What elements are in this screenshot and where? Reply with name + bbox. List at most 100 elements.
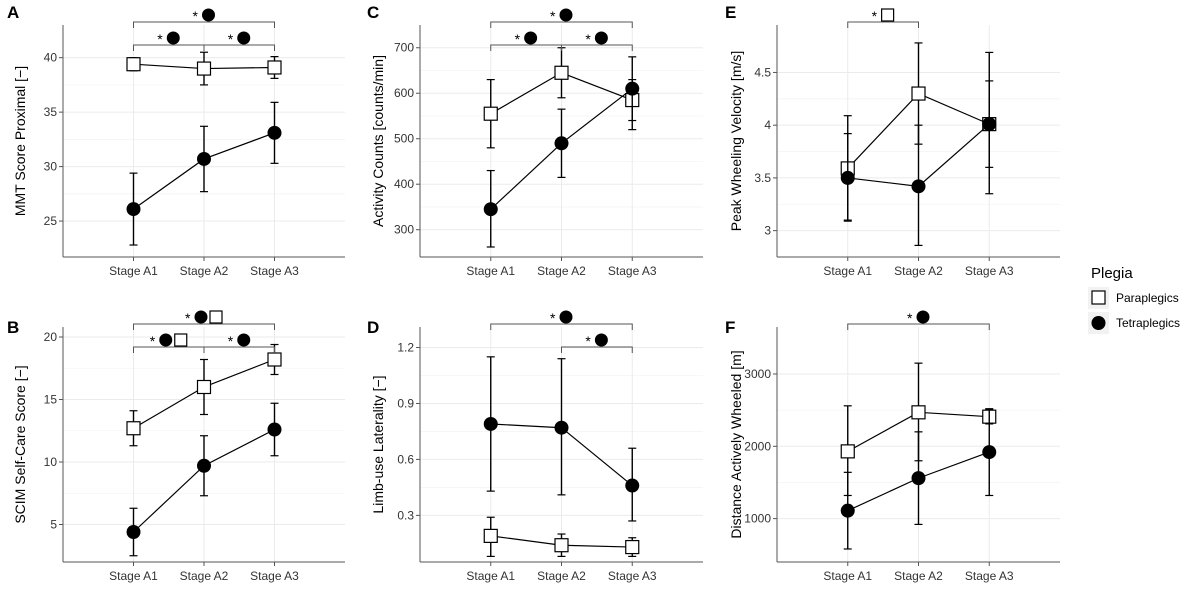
data-point-circle: [554, 420, 569, 435]
y-tick-label: 1000: [744, 512, 771, 526]
series-paraplegics: [483, 516, 640, 558]
significance-star: *: [585, 333, 591, 349]
data-point-circle: [625, 478, 640, 493]
significance-star: *: [515, 31, 521, 47]
significance-circle-icon: [594, 333, 608, 347]
y-tick-label: 30: [44, 160, 58, 174]
legend-title: Plegia: [1091, 265, 1133, 282]
data-point-square: [483, 528, 498, 543]
x-tick-label: Stage A2: [894, 569, 943, 583]
panel-label: A: [7, 3, 19, 22]
y-tick-label: 4: [764, 118, 771, 132]
series-tetraplegics: [483, 56, 640, 248]
significance-circle-icon: [594, 31, 608, 45]
series-paraplegics: [126, 343, 282, 447]
y-tick-label: 3000: [744, 367, 771, 381]
y-tick-label: 0.3: [397, 508, 414, 522]
significance-square-icon: [881, 8, 895, 22]
legend-square-icon: [1091, 290, 1106, 305]
data-point-circle: [840, 503, 855, 518]
x-tick-label: Stage A1: [823, 569, 872, 583]
significance-bracket: *: [203, 31, 275, 51]
significance-circle-icon: [916, 310, 930, 324]
x-tick-label: Stage A3: [608, 264, 657, 278]
y-axis-label: Distance Actively Wheeled [m]: [728, 350, 744, 538]
y-axis-label: SCIM Self-Care Score [−]: [12, 365, 28, 523]
data-point-circle: [483, 416, 498, 431]
significance-circle-icon: [524, 31, 538, 45]
panel-label: B: [7, 318, 19, 337]
x-tick-label: Stage A2: [180, 569, 229, 583]
significance-circle-icon: [559, 310, 573, 324]
significance-circle-icon: [237, 31, 251, 45]
x-tick-label: Stage A1: [823, 264, 872, 278]
panel-e: 3 3.5 4 4.5 Stage A1 Stage A2 Stage A3 Peak Whe…: [725, 3, 1060, 278]
y-tick-label: 35: [44, 105, 58, 119]
y-tick-label: 700: [394, 41, 414, 55]
significance-star: *: [585, 31, 591, 47]
significance-circle-icon: [559, 8, 573, 22]
significance-bracket: *: [490, 8, 633, 28]
legend-circle-icon: [1091, 316, 1106, 330]
y-tick-label: 15: [44, 393, 58, 407]
y-tick-label: 40: [44, 51, 58, 65]
significance-square-icon: [209, 310, 223, 324]
x-tick-label: Stage A3: [965, 569, 1014, 583]
panel-f: 1000 2000 3000 Stage A1 Stage A2 Stage A3 Dist…: [725, 310, 1060, 583]
data-point-circle: [554, 136, 569, 151]
x-tick-label: Stage A2: [180, 264, 229, 278]
data-point-square: [126, 421, 141, 436]
y-tick-label: 1.2: [397, 341, 414, 355]
significance-bracket: *: [847, 310, 990, 330]
legend-label-paraplegics: Paraplegics: [1116, 291, 1179, 305]
significance-bracket: *: [203, 333, 275, 353]
bracket-line: [847, 21, 919, 28]
data-point-square: [911, 86, 926, 101]
series-paraplegics: [840, 362, 997, 497]
significance-star: *: [872, 8, 878, 24]
x-tick-label: Stage A3: [608, 569, 657, 583]
y-tick-label: 0.9: [397, 396, 414, 410]
y-tick-label: 10: [44, 455, 58, 469]
data-point-square: [911, 405, 926, 420]
data-point-circle: [911, 179, 926, 194]
panel-a: 25 30 35 40 Stage A1 Stage A2 Stage A3 MMT Scor…: [7, 3, 345, 278]
data-point-circle: [625, 81, 640, 96]
significance-star: *: [228, 31, 234, 47]
x-tick-label: Stage A1: [109, 569, 158, 583]
significance-square-icon: [174, 333, 188, 347]
significance-star: *: [907, 310, 913, 326]
y-axis-label: MMT Score Proximal [−]: [12, 66, 28, 216]
bracket-line: [561, 346, 633, 353]
legend-label-tetraplegics: Tetraplegics: [1116, 316, 1180, 330]
series-tetraplegics: [840, 408, 997, 550]
y-tick-label: 300: [394, 223, 414, 237]
panel-d: 0.3 0.6 0.9 1.2 Stage A1 Stage A2 Stage A3 Limb…: [367, 310, 703, 583]
data-point-circle: [267, 125, 282, 140]
bracket-line: [133, 323, 275, 330]
y-tick-label: 0.6: [397, 452, 414, 466]
data-point-circle: [197, 151, 211, 166]
data-point-circle: [197, 458, 211, 473]
x-tick-label: Stage A2: [537, 569, 586, 583]
series-tetraplegics: [840, 51, 997, 246]
data-point-square: [840, 444, 855, 459]
series-tetraplegics: [126, 402, 282, 557]
panel-label: C: [367, 3, 379, 22]
bracket-line: [490, 323, 633, 330]
bracket-line: [490, 21, 633, 28]
data-point-square: [625, 539, 640, 555]
data-point-square: [196, 61, 212, 76]
x-tick-label: Stage A1: [466, 569, 515, 583]
data-point-circle: [911, 471, 926, 486]
significance-bracket: *: [133, 8, 275, 28]
significance-star: *: [185, 310, 191, 326]
bracket-line: [561, 44, 633, 51]
y-tick-label: 20: [44, 330, 58, 344]
y-tick-label: 4.5: [754, 65, 771, 79]
data-point-square: [267, 352, 282, 367]
panel-label: E: [725, 3, 736, 22]
y-tick-label: 600: [394, 86, 414, 100]
data-point-circle: [982, 117, 997, 132]
